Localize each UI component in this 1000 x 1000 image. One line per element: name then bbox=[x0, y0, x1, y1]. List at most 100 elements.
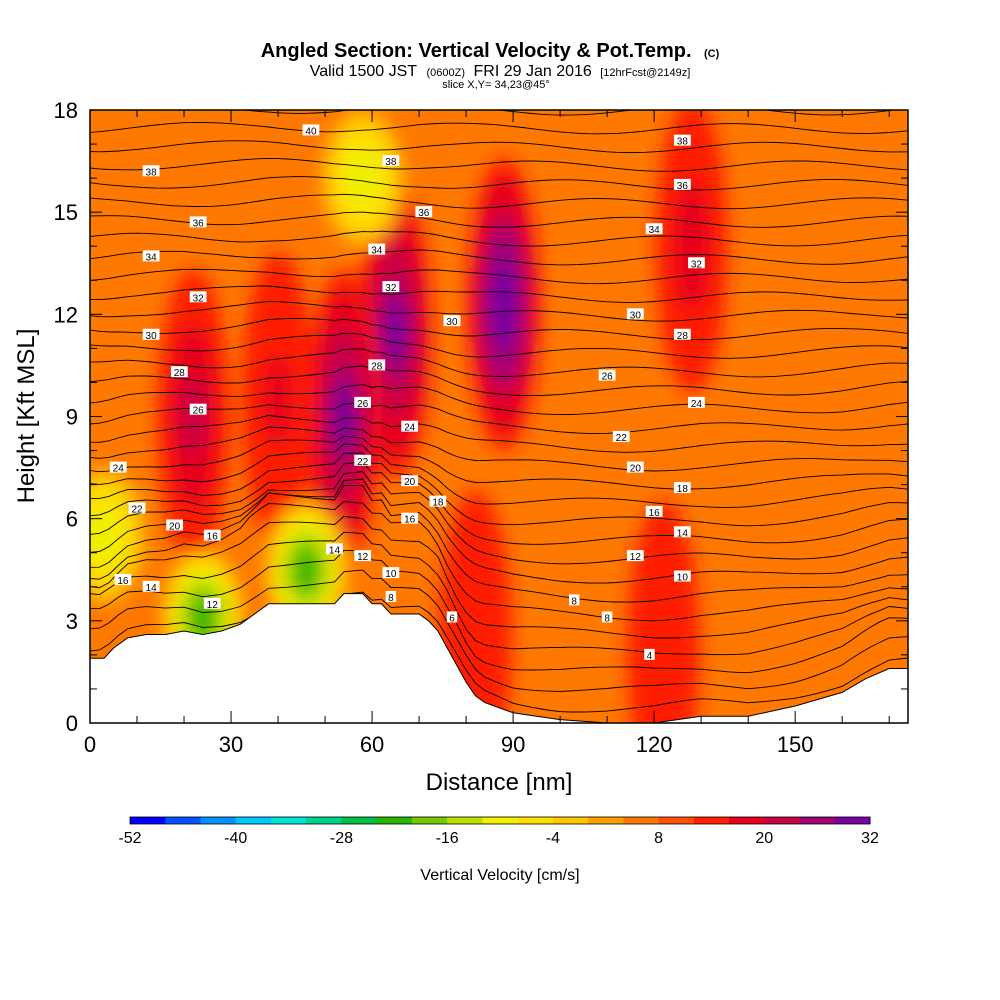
isentrope-label: 30 bbox=[443, 315, 461, 328]
isentrope-label: 38 bbox=[382, 155, 400, 168]
y-tick-label: 18 bbox=[54, 98, 78, 123]
isentrope-label-text: 16 bbox=[207, 532, 219, 543]
isentrope-label-text: 34 bbox=[371, 246, 383, 257]
updraft-contour bbox=[264, 353, 292, 446]
plot-area: 40 38 38 38 36 36 36 34 34 34 32 32 32 30 30 30 28 28 28 26… bbox=[90, 110, 908, 723]
isentrope-label-text: 24 bbox=[404, 423, 416, 434]
isentrope-label-bg bbox=[368, 359, 386, 371]
isentrope-label-text: 30 bbox=[446, 317, 458, 328]
colorbar-frame bbox=[129, 816, 871, 825]
isentrope-line bbox=[90, 140, 908, 153]
isentrope-label: 12 bbox=[626, 550, 644, 563]
isentrope-label-text: 14 bbox=[329, 545, 341, 556]
isentrope-label: 26 bbox=[598, 369, 616, 383]
isentrope-label-text: 30 bbox=[146, 331, 158, 342]
isentrope-label-bg bbox=[114, 573, 132, 585]
isentrope-label-text: 32 bbox=[385, 283, 397, 294]
isentrope-line bbox=[90, 285, 908, 303]
isentrope-label-bg bbox=[612, 430, 630, 442]
slice-label: slice X,Y= 34,23@45° bbox=[442, 79, 550, 91]
updraft-contour bbox=[385, 300, 406, 363]
isentrope-label-bg bbox=[189, 291, 207, 303]
x-tick-label: 90 bbox=[501, 732, 525, 757]
isentrope-line bbox=[90, 426, 908, 472]
isentrope-label: 24 bbox=[688, 396, 705, 410]
isentrope-line bbox=[90, 443, 908, 508]
isentrope-label-text: 8 bbox=[571, 596, 577, 607]
y-tick-label: 15 bbox=[54, 200, 78, 225]
isentrope-label-bg bbox=[673, 328, 691, 340]
updraft-contour bbox=[333, 385, 355, 448]
isentrope-label: 34 bbox=[142, 250, 160, 263]
colorbar-swatch bbox=[623, 817, 660, 824]
colorbar-swatch bbox=[482, 817, 519, 824]
isentrope-label: 4 bbox=[644, 648, 655, 662]
isentrope-label-text: 20 bbox=[169, 521, 181, 532]
isentrope-label-bg bbox=[401, 512, 419, 524]
isentrope-label: 28 bbox=[673, 328, 691, 342]
isentrope-label-bg bbox=[142, 580, 160, 592]
isentrope-label: 20 bbox=[626, 461, 644, 475]
isentrope-label-bg bbox=[142, 165, 160, 177]
x-tick-label: 0 bbox=[84, 732, 96, 757]
isentrope-label: 36 bbox=[673, 178, 691, 192]
isentrope-label: 30 bbox=[626, 308, 644, 321]
isentrope-label-text: 32 bbox=[193, 293, 205, 304]
isentrope-label-bg bbox=[385, 590, 397, 602]
isentrope-label: 36 bbox=[415, 206, 433, 219]
y-tick-label: 0 bbox=[66, 711, 78, 736]
isentrope-label-bg bbox=[598, 369, 616, 381]
isentrope-label-bg bbox=[128, 502, 146, 514]
isentrope-label-bg bbox=[626, 308, 644, 320]
isentrope-label-bg bbox=[645, 505, 663, 517]
colorbar-swatch bbox=[834, 817, 871, 824]
isentrope-line bbox=[90, 452, 908, 527]
isentrope-line bbox=[90, 484, 908, 603]
isentrope-label-text: 6 bbox=[449, 613, 455, 624]
isentrope-labels: 40 38 38 38 36 36 36 34 34 34 32 32 32 30 30 30 28 28 28 26… bbox=[109, 124, 705, 662]
colorbar-swatch bbox=[588, 817, 624, 824]
isentrope-label-text: 26 bbox=[357, 399, 369, 410]
updraft-cell bbox=[157, 269, 230, 564]
isentrope-label: 22 bbox=[354, 454, 372, 468]
colorbar-swatch bbox=[270, 817, 307, 824]
y-axis-label: Height [Kft MSL] bbox=[13, 329, 40, 504]
isentrope-line bbox=[90, 348, 908, 378]
isentrope-line bbox=[90, 478, 908, 584]
isentrope-label-text: 8 bbox=[388, 593, 394, 604]
colorbar-tick-label: -16 bbox=[436, 830, 459, 847]
isentrope-label-bg bbox=[601, 611, 613, 623]
x-tick-label: 60 bbox=[360, 732, 384, 757]
colorbar-swatch bbox=[341, 817, 378, 824]
isentrope-label: 38 bbox=[142, 165, 160, 178]
y-tick-label: 3 bbox=[66, 609, 78, 634]
isentrope-label-text: 28 bbox=[371, 361, 383, 372]
isentrope-line bbox=[90, 193, 908, 210]
isentrope-line bbox=[90, 211, 908, 228]
isentrope-line bbox=[90, 332, 908, 359]
isentrope-label-text: 12 bbox=[357, 552, 369, 563]
isentrope-label: 40 bbox=[302, 124, 320, 137]
isentrope-label-text: 38 bbox=[146, 167, 158, 178]
isentrope-label: 34 bbox=[645, 223, 663, 236]
colorbar-swatch bbox=[411, 817, 448, 824]
colorbar-tick-label: 8 bbox=[654, 830, 663, 847]
isentrope-line bbox=[90, 515, 908, 639]
isentrope-label-bg bbox=[203, 529, 221, 541]
isentrope-label-bg bbox=[401, 420, 419, 432]
isentrope-line bbox=[90, 415, 908, 453]
updraft-contour bbox=[650, 602, 678, 694]
isentrope-label: 38 bbox=[673, 134, 691, 148]
isentrope-label-bg bbox=[415, 206, 433, 218]
isentrope-label-text: 4 bbox=[647, 651, 653, 662]
colorbar-tick-label: -40 bbox=[224, 830, 247, 847]
isentrope-label: 16 bbox=[645, 505, 663, 519]
isentrope-label: 28 bbox=[170, 366, 188, 379]
isentrope-label: 8 bbox=[385, 590, 397, 604]
terrain bbox=[90, 593, 908, 723]
isentrope-label: 26 bbox=[354, 396, 372, 410]
downdraft-cell bbox=[322, 111, 403, 246]
isentrope-label-text: 10 bbox=[677, 573, 689, 584]
isentrope-line bbox=[90, 249, 908, 266]
